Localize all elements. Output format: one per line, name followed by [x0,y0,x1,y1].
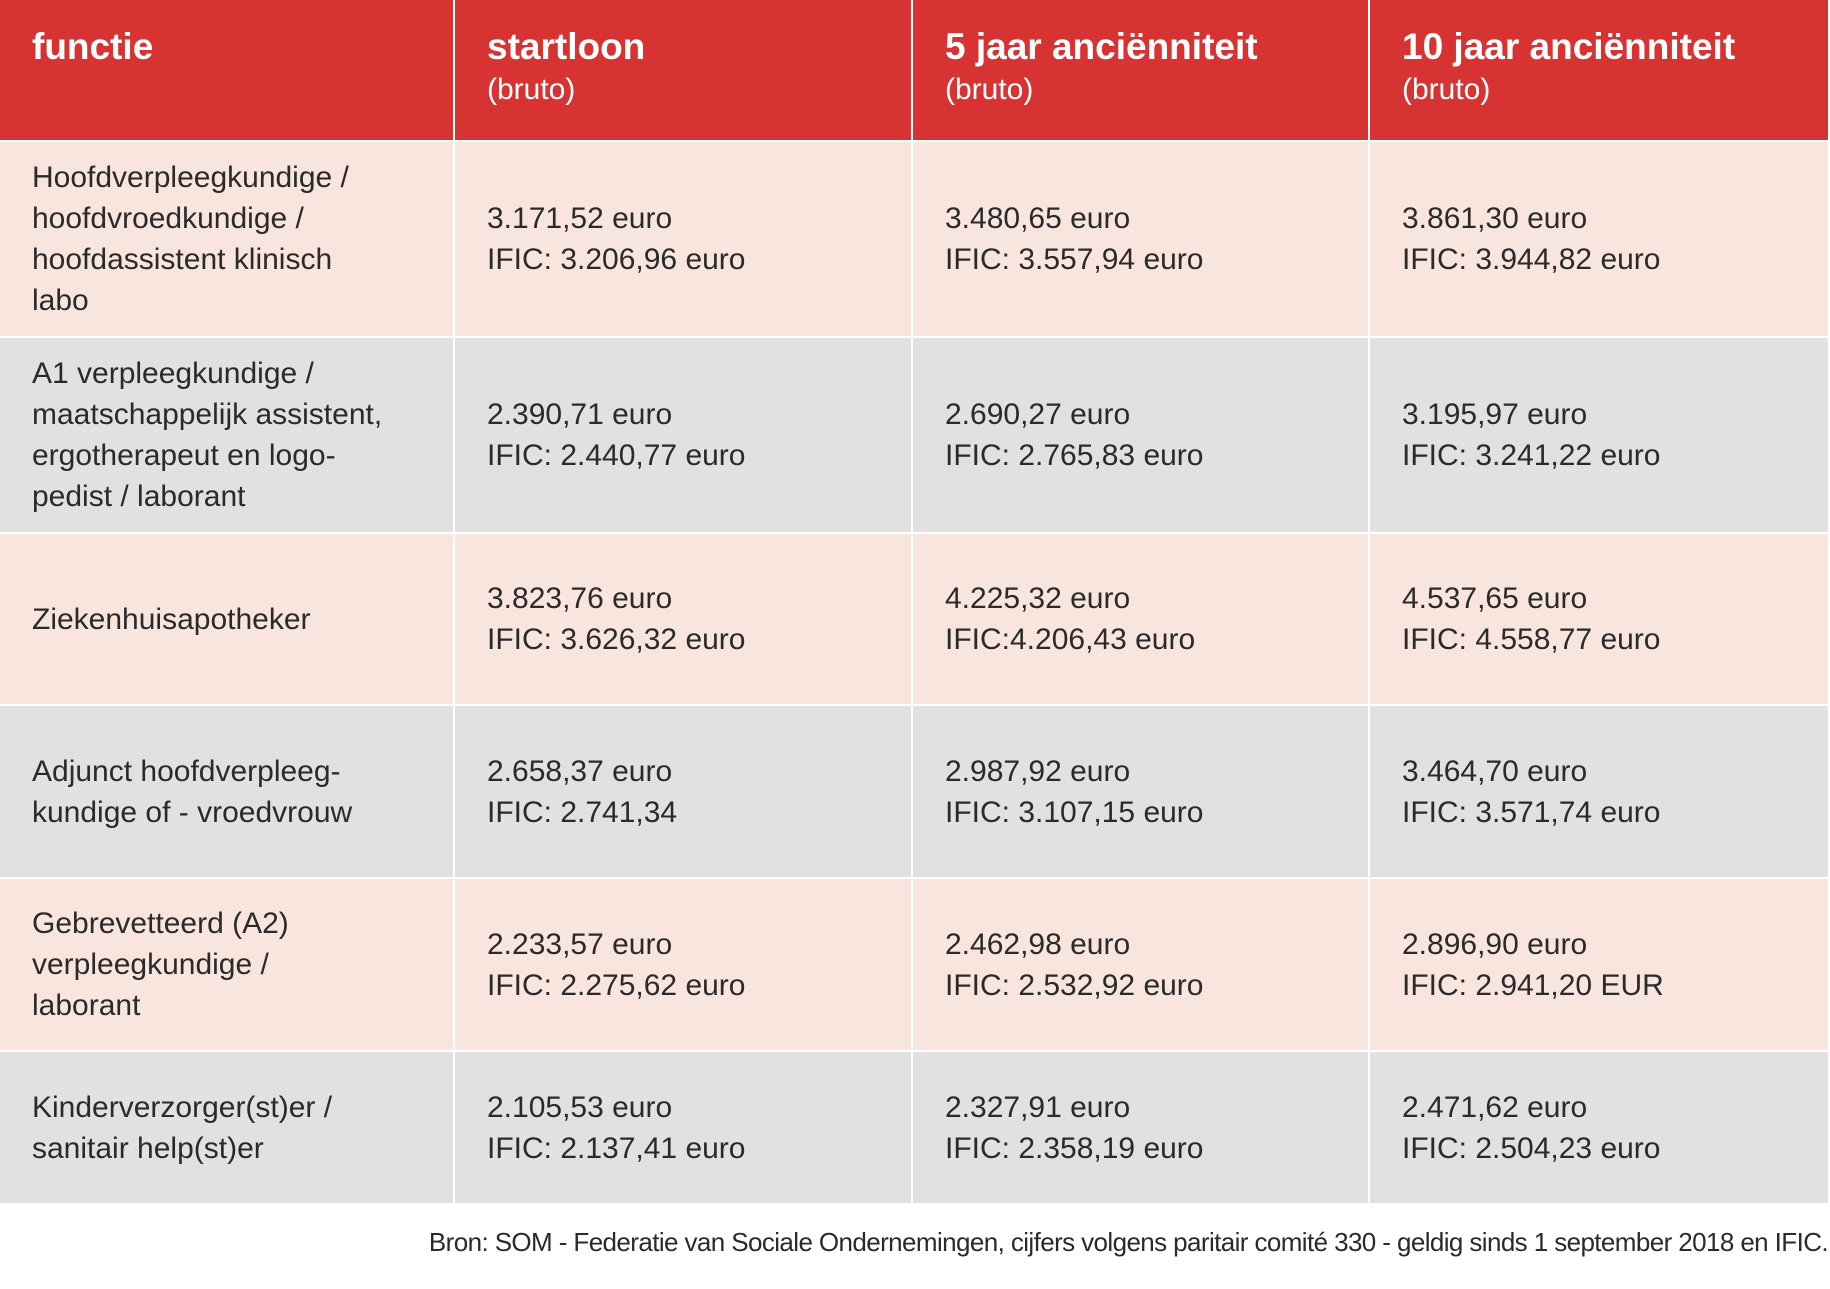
cell-line: 3.823,76 euro [487,582,673,615]
header-cell: functie [0,0,455,142]
cell-line: IFIC: 3.626,32 euro [487,623,746,656]
cell-line: IFIC: 3.944,82 euro [1402,243,1661,276]
salary-cell: 4.537,65 euro IFIC: 4.558,77 euro [1370,534,1830,706]
salary-cell: 2.105,53 euro IFIC: 2.137,41 euro [455,1052,913,1205]
function-cell: Kinderverzorger(st)er / sanitair help(st)… [0,1052,455,1205]
salary-cell: 2.658,37 euro IFIC: 2.741,34 [455,706,913,879]
salary-cell: 2.327,91 euro IFIC: 2.358,19 euro [913,1052,1370,1205]
cell-line: labo [32,284,89,317]
cell-line: Hoofdverpleegkundige / [32,161,349,194]
salary-cell: 3.171,52 euro IFIC: 3.206,96 euro [455,142,913,338]
cell-line: 2.105,53 euro [487,1090,673,1124]
cell-line: IFIC: 2.358,19 euro [945,1131,1204,1165]
salary-cell: 2.471,62 euro IFIC: 2.504,23 euro [1370,1052,1830,1205]
salary-cell: 2.690,27 euro IFIC: 2.765,83 euro [913,338,1370,534]
cell-line: IFIC: 2.504,23 euro [1402,1131,1661,1165]
cell-line: laborant [32,989,141,1022]
function-cell: Gebrevetteerd (A2) verpleegkundige / labor… [0,879,455,1052]
cell-line: 2.233,57 euro [487,927,673,961]
cell-line: A1 verpleegkundige / [32,357,314,390]
cell-line: 3.195,97 euro [1402,398,1588,431]
cell-line: IFIC: 3.571,74 euro [1402,795,1661,829]
cell-line: verpleegkundige / [32,948,269,981]
header-title: 10 jaar anciënniteit [1402,26,1736,67]
cell-line: 3.480,65 euro [945,202,1131,235]
cell-line: 4.225,32 euro [945,582,1131,615]
cell-line: 2.690,27 euro [945,398,1131,431]
cell-line: IFIC: 3.557,94 euro [945,243,1204,276]
cell-line: 2.471,62 euro [1402,1090,1588,1124]
cell-line: IFIC: 2.440,77 euro [487,439,746,472]
source-note: Bron: SOM - Federatie van Sociale Ondern… [428,1227,1829,1257]
cell-line: 2.896,90 euro [1402,927,1588,961]
cell-line: 2.462,98 euro [945,927,1131,961]
cell-line: IFIC: 3.241,22 euro [1402,439,1661,472]
cell-line: 4.537,65 euro [1402,582,1588,615]
salary-cell: 2.233,57 euro IFIC: 2.275,62 euro [455,879,913,1052]
function-cell: Hoofdverpleegkundige / hoofdvroedkundige … [0,142,455,338]
cell-line: Ziekenhuisapotheker [32,602,311,636]
cell-line: IFIC: 3.206,96 euro [487,243,746,276]
cell-line: Kinderverzorger(st)er / [32,1090,333,1124]
salary-cell: 4.225,32 euro IFIC:4.206,43 euro [913,534,1370,706]
cell-line: 2.987,92 euro [945,754,1131,788]
cell-line: hoofdassistent klinisch [32,243,333,276]
salary-cell: 2.987,92 euro IFIC: 3.107,15 euro [913,706,1370,879]
cell-line: IFIC: 2.137,41 euro [487,1131,746,1165]
salary-cell: 3.480,65 euro IFIC: 3.557,94 euro [913,142,1370,338]
salary-table: functie startloon (bruto) 5 jaar anciënnite… [0,0,1830,1205]
header-cell: 10 jaar anciënniteit (bruto) [1370,0,1830,142]
cell-line: IFIC: 4.558,77 euro [1402,623,1661,656]
header-title: startloon [487,26,646,67]
header-subtitle: (bruto) [487,73,576,106]
cell-line: 3.171,52 euro [487,202,673,235]
salary-cell: 3.195,97 euro IFIC: 3.241,22 euro [1370,338,1830,534]
cell-line: IFIC:4.206,43 euro [945,623,1196,656]
cell-line: 2.658,37 euro [487,754,673,788]
header-title: functie [32,26,154,67]
cell-line: pedist / laborant [32,480,246,513]
salary-cell: 2.390,71 euro IFIC: 2.440,77 euro [455,338,913,534]
salary-cell: 2.462,98 euro IFIC: 2.532,92 euro [913,879,1370,1052]
function-cell: A1 verpleegkundige / maatschappelijk assi… [0,338,455,534]
function-cell: Ziekenhuisapotheker [0,534,455,706]
salary-cell: 3.464,70 euro IFIC: 3.571,74 euro [1370,706,1830,879]
cell-line: 2.390,71 euro [487,398,673,431]
header-title: 5 jaar anciënniteit [945,26,1258,67]
cell-line: Gebrevetteerd (A2) [32,907,289,940]
salary-cell: 3.823,76 euro IFIC: 3.626,32 euro [455,534,913,706]
cell-line: IFIC: 2.275,62 euro [487,968,746,1002]
cell-line: kundige of - vroedvrouw [32,795,353,829]
cell-line: Adjunct hoofdverpleeg- [32,754,341,788]
cell-line: 3.464,70 euro [1402,754,1588,788]
header-subtitle: (bruto) [1402,73,1491,106]
cell-line: IFIC: 2.765,83 euro [945,439,1204,472]
salary-cell: 2.896,90 euro IFIC: 2.941,20 EUR [1370,879,1830,1052]
cell-line: IFIC: 2.941,20 EUR [1402,968,1664,1002]
cell-line: ergotherapeut en logo- [32,439,336,472]
cell-line: sanitair help(st)er [32,1131,264,1165]
cell-line: hoofdvroedkundige / [32,202,304,235]
salary-cell: 3.861,30 euro IFIC: 3.944,82 euro [1370,142,1830,338]
cell-line: IFIC: 3.107,15 euro [945,795,1204,829]
cell-line: maatschappelijk assistent, [32,398,383,431]
header-cell: 5 jaar anciënniteit (bruto) [913,0,1370,142]
header-subtitle: (bruto) [945,73,1034,106]
header-cell: startloon (bruto) [455,0,913,142]
cell-line: IFIC: 2.741,34 [487,795,678,829]
cell-line: IFIC: 2.532,92 euro [945,968,1204,1002]
cell-line: 3.861,30 euro [1402,202,1588,235]
cell-line: 2.327,91 euro [945,1090,1131,1124]
function-cell: Adjunct hoofdverpleeg-kundige of - vroed… [0,706,455,879]
